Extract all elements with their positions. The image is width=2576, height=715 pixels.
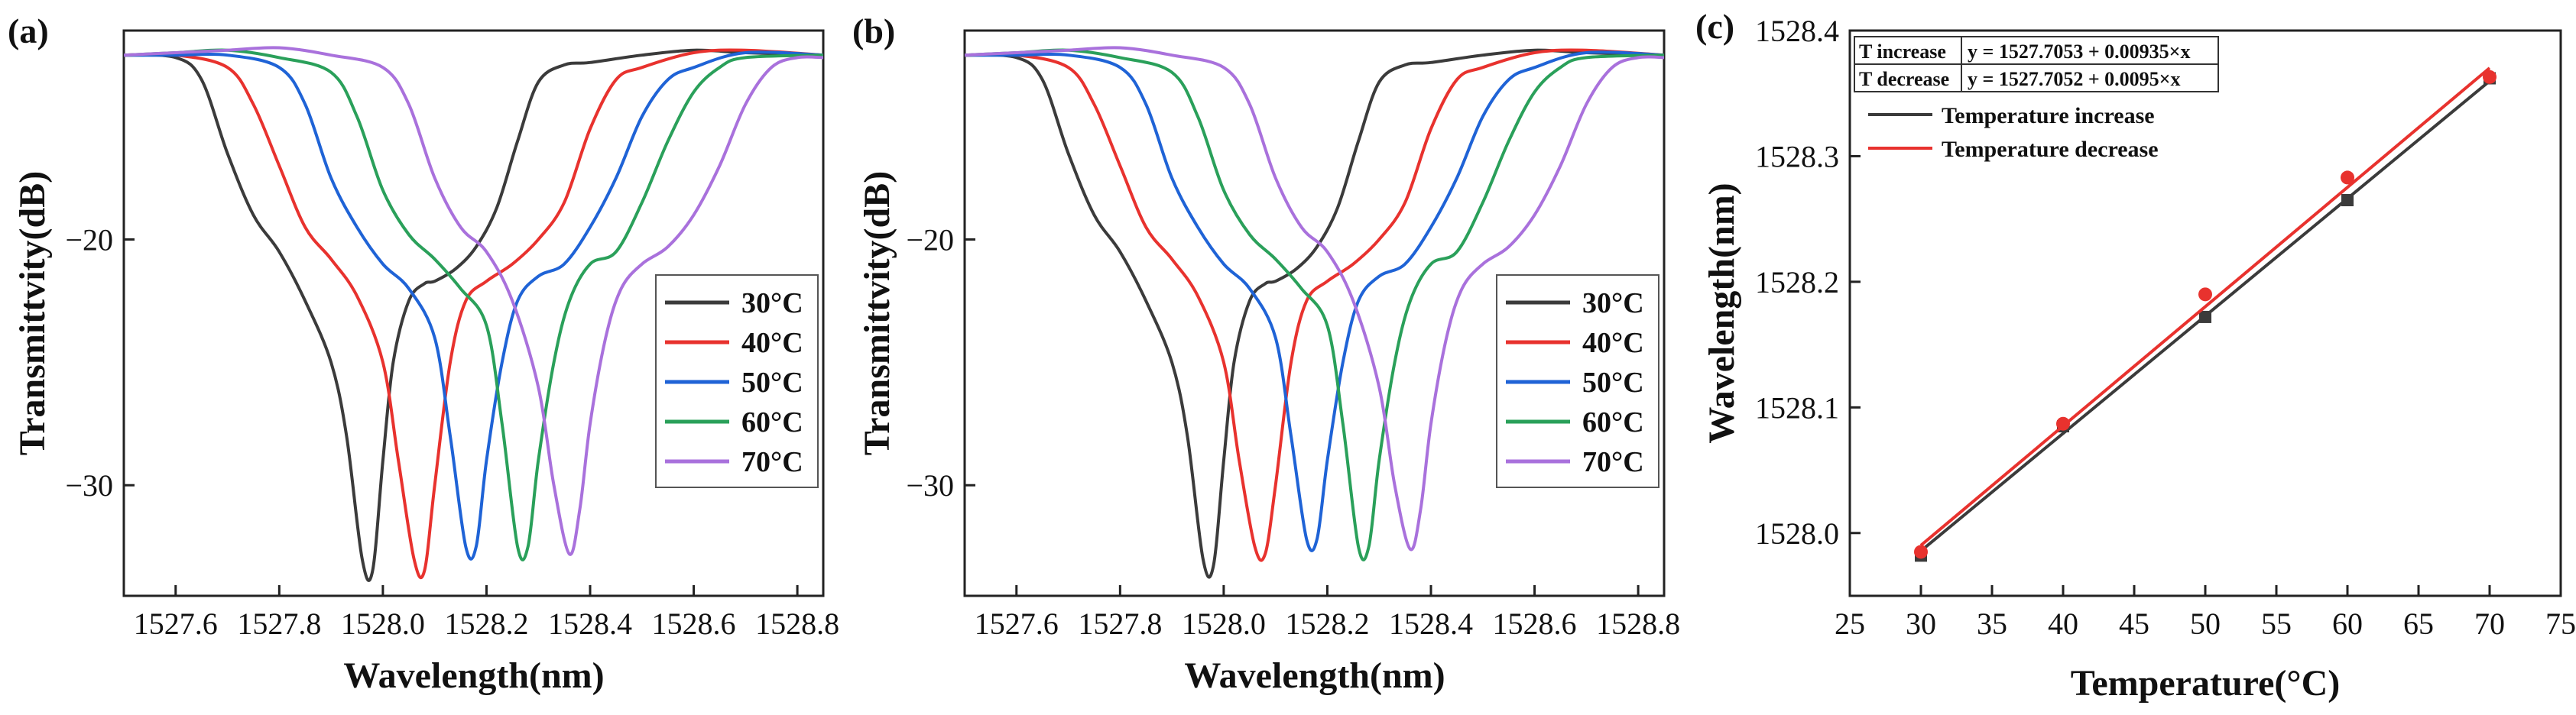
panel-a-ytick-label: −30 bbox=[65, 468, 113, 503]
panel-c-xtick-label: 75 bbox=[2545, 607, 2576, 641]
panel-c-xtick-label: 70 bbox=[2474, 607, 2505, 641]
panel-c-legend: Temperature increase Temperature decreas… bbox=[1868, 103, 2159, 162]
panel-c-xtick-label: 25 bbox=[1835, 607, 1865, 641]
panel-a-yticks: −20 −30 bbox=[65, 222, 135, 503]
panel-b-xlabel: Wavelength(nm) bbox=[1184, 655, 1445, 696]
panel-c-xtick-label: 60 bbox=[2332, 607, 2363, 641]
panel-a-xtick-label: 1528.6 bbox=[652, 607, 736, 641]
panel-c-xticks: 25 30 35 40 45 50 55 60 65 70 75 bbox=[1835, 585, 2576, 641]
panel-a-legend-label-60C: 60°C bbox=[741, 406, 803, 438]
panel-a-xtick-label: 1528.2 bbox=[444, 607, 528, 641]
panel-b-ytick-label: −20 bbox=[906, 222, 954, 257]
fit-row-2-label: T decrease bbox=[1859, 68, 1949, 90]
panel-b: (b) 1527.6 1527.8 1528.0 1528.2 1528.4 1528.6… bbox=[852, 11, 1680, 696]
panel-c-letter: (c) bbox=[1695, 7, 1734, 46]
panel-a-legend-label-40C: 40°C bbox=[741, 327, 803, 359]
panel-a-ylabel: Transmittvity(dB) bbox=[12, 171, 53, 455]
panel-c-xlabel: Temperature(°C) bbox=[2071, 663, 2340, 704]
data-point-temperature-decrease bbox=[2198, 287, 2212, 302]
panel-c-ytick-label: 1528.4 bbox=[1755, 14, 1839, 48]
panel-a-letter: (a) bbox=[8, 11, 49, 50]
panel-c-ytick-label: 1528.0 bbox=[1755, 516, 1839, 551]
panel-c-ytick-label: 1528.1 bbox=[1755, 390, 1839, 425]
panel-b-ytick-label: −30 bbox=[906, 468, 954, 503]
panel-b-xtick-label: 1528.8 bbox=[1596, 607, 1680, 641]
panel-c-yticks: 1528.0 1528.1 1528.2 1528.3 1528.4 bbox=[1755, 14, 1861, 551]
panel-b-ylabel: Transmittvity(dB) bbox=[857, 171, 897, 455]
panel-b-series-line-40C bbox=[965, 48, 1664, 562]
panel-b-xtick-label: 1528.6 bbox=[1493, 607, 1577, 641]
data-point-temperature-decrease bbox=[2483, 70, 2497, 84]
data-point-temperature-decrease bbox=[1914, 545, 1928, 559]
panel-b-series-line-60C bbox=[965, 48, 1664, 561]
panel-c-xtick-label: 50 bbox=[2190, 607, 2221, 641]
panel-a-ytick-label: −20 bbox=[65, 222, 113, 257]
panel-c-xtick-label: 55 bbox=[2261, 607, 2292, 641]
panel-b-legend-label-70C: 70°C bbox=[1582, 446, 1644, 478]
panel-a-series-line-60C bbox=[124, 48, 823, 561]
panel-b-xtick-label: 1527.6 bbox=[975, 607, 1059, 641]
fit-table: T increase y = 1527.7053 + 0.00935×x T d… bbox=[1854, 36, 2219, 92]
panel-a-xtick-label: 1528.0 bbox=[341, 607, 425, 641]
panel-c-series bbox=[1914, 66, 2497, 562]
panel-a-series-line-70C bbox=[124, 46, 823, 556]
panel-b-series-line-50C bbox=[965, 50, 1664, 552]
fit-line-temperature-decrease bbox=[1919, 66, 2491, 547]
fit-row-1-label: T increase bbox=[1859, 40, 1946, 63]
fit-row-2-equation: y = 1527.7052 + 0.0095×x bbox=[1968, 68, 2180, 90]
panel-a: (a) 1527.6 1527.8 1528.0 1528.2 1528.4 1528.6… bbox=[8, 11, 839, 696]
panel-a-xtick-label: 1527.6 bbox=[134, 607, 218, 641]
data-point-temperature-decrease bbox=[2056, 416, 2070, 431]
panel-a-series-line-30C bbox=[124, 48, 823, 582]
panel-a-legend-label-50C: 50°C bbox=[741, 367, 803, 399]
panel-c-xtick-label: 65 bbox=[2403, 607, 2434, 641]
panel-b-xtick-label: 1528.2 bbox=[1285, 607, 1369, 641]
panel-a-legend-label-70C: 70°C bbox=[741, 446, 803, 478]
panel-c-ylabel: Wavelength(nm) bbox=[1702, 183, 1742, 443]
panel-a-frame bbox=[122, 29, 825, 597]
panel-a-xtick-label: 1528.8 bbox=[755, 607, 839, 641]
panel-a-series-line-50C bbox=[124, 50, 823, 561]
panel-b-legend: 30°C 40°C 50°C 60°C 70°C bbox=[1496, 274, 1659, 488]
panel-c-xtick-label: 40 bbox=[2048, 607, 2078, 641]
panel-a-xtick-label: 1527.8 bbox=[237, 607, 321, 641]
panel-b-letter: (b) bbox=[852, 11, 895, 50]
panel-c: (c) 25 30 35 40 45 50 55 60 65 70 75 1528.01528.11… bbox=[1695, 7, 2576, 704]
panel-c-ytick-label: 1528.2 bbox=[1755, 265, 1839, 299]
panel-b-frame bbox=[963, 29, 1666, 597]
panel-b-yticks: −20 −30 bbox=[906, 222, 975, 503]
panel-a-xticks: 1527.6 1527.8 1528.0 1528.2 1528.4 1528.6 1528… bbox=[134, 585, 839, 641]
panel-c-ytick-label: 1528.3 bbox=[1755, 139, 1839, 173]
fit-row-1-equation: y = 1527.7053 + 0.00935×x bbox=[1968, 40, 2190, 63]
panel-b-legend-label-60C: 60°C bbox=[1582, 406, 1644, 438]
panel-b-xtick-label: 1528.4 bbox=[1389, 607, 1473, 641]
panel-b-xticks: 1527.6 1527.8 1528.0 1528.2 1528.4 1528.6 1528… bbox=[975, 585, 1680, 641]
panel-b-legend-label-50C: 50°C bbox=[1582, 367, 1644, 399]
panel-c-xtick-label: 30 bbox=[1906, 607, 1936, 641]
panel-b-series-line-70C bbox=[965, 46, 1664, 552]
panel-b-legend-label-40C: 40°C bbox=[1582, 327, 1644, 359]
legend-label-temperature-decrease: Temperature decrease bbox=[1942, 137, 2159, 162]
panel-a-xlabel: Wavelength(nm) bbox=[343, 655, 604, 696]
data-point-temperature-increase bbox=[2341, 194, 2354, 206]
panel-b-xtick-label: 1528.0 bbox=[1182, 607, 1266, 641]
panel-b-series bbox=[965, 46, 1664, 579]
data-point-temperature-decrease bbox=[2341, 170, 2354, 185]
panel-a-xtick-label: 1528.4 bbox=[548, 607, 632, 641]
panel-c-xtick-label: 45 bbox=[2119, 607, 2149, 641]
panel-c-xtick-label: 35 bbox=[1977, 607, 2007, 641]
panel-a-legend-label-30C: 30°C bbox=[741, 287, 803, 319]
legend-label-temperature-increase: Temperature increase bbox=[1942, 103, 2155, 128]
panel-b-legend-label-30C: 30°C bbox=[1582, 287, 1644, 319]
panel-a-series-line-40C bbox=[124, 48, 823, 580]
panel-b-series-line-30C bbox=[965, 48, 1664, 579]
panel-a-legend: 30°C 40°C 50°C 60°C 70°C bbox=[655, 274, 819, 488]
panel-a-series bbox=[124, 46, 823, 582]
panel-b-xtick-label: 1527.8 bbox=[1078, 607, 1162, 641]
data-point-temperature-increase bbox=[2199, 310, 2211, 323]
